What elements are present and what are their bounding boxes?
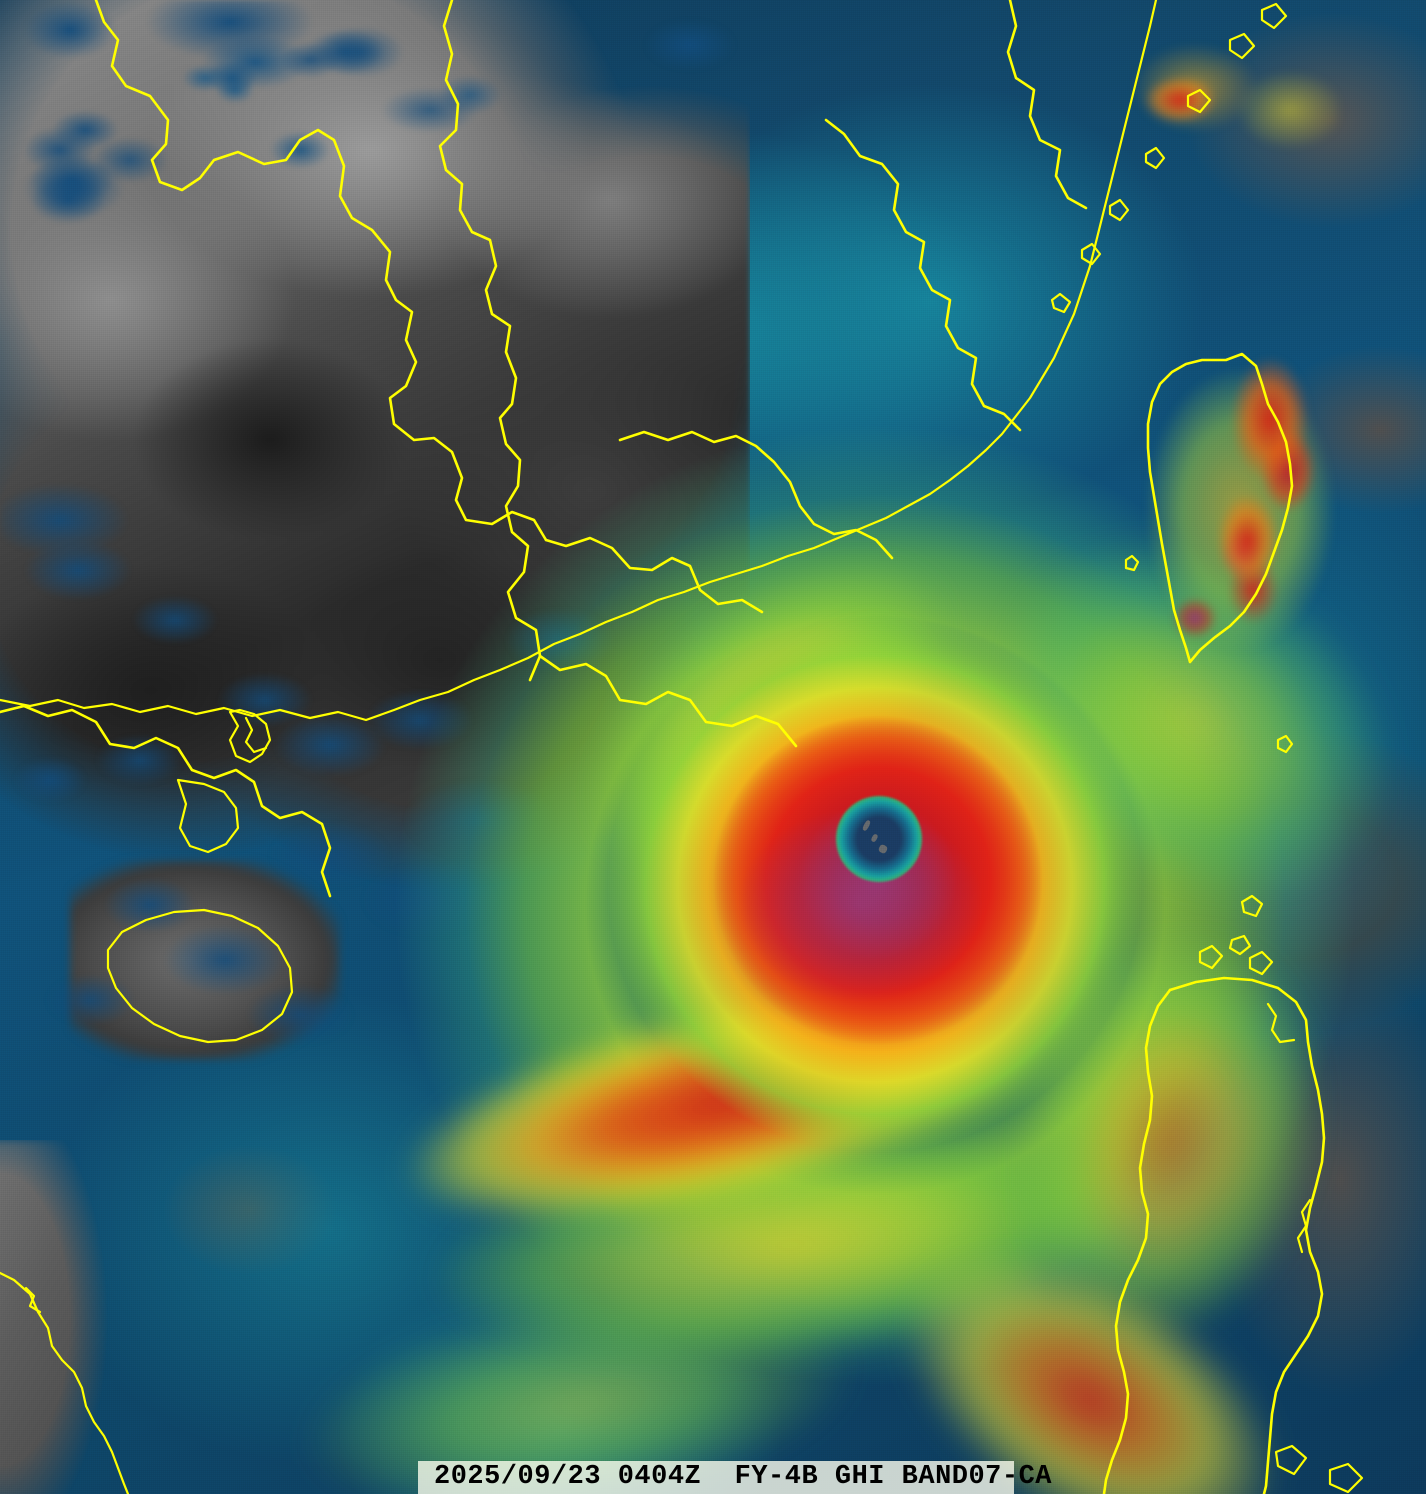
boundary-guangxi-west xyxy=(0,704,332,898)
boundary-fujian-inland xyxy=(824,118,1022,432)
coastline-guangdong xyxy=(0,0,1158,722)
coastline-batanes-islands xyxy=(1248,950,1274,976)
coastline-vietnam-detail xyxy=(24,1286,42,1314)
coastline-taiwan-island xyxy=(1146,352,1294,664)
coastline-leizhou-peninsula xyxy=(176,778,240,854)
coastline-taiwan-islet-1 xyxy=(1276,734,1294,754)
coastline-luzon-west xyxy=(1102,988,1172,1494)
coastline-taiwan-islet-2 xyxy=(1240,894,1264,918)
coastline-philippine-islet-2 xyxy=(1328,1462,1364,1494)
boundary-province-hunan-jiangxi xyxy=(438,0,542,682)
convection-over-taiwan xyxy=(1120,340,1370,670)
image-caption-bar: 2025/09/23 0404Z FY-4B GHI BAND07-CA xyxy=(418,1461,1052,1494)
caption-text: 2025/09/23 0404Z FY-4B GHI BAND07-CA xyxy=(434,1462,1052,1492)
coastline-vietnam xyxy=(0,1271,130,1494)
boundary-province-north xyxy=(94,0,548,542)
coastline-taiwan-islet-3 xyxy=(1228,934,1252,956)
coastline-fujian-islands-6 xyxy=(1228,32,1256,60)
storm-eye xyxy=(836,796,922,882)
coastline-fujian-islands-4 xyxy=(1144,146,1166,170)
coastline-fujian-islands-7 xyxy=(1260,2,1288,30)
coastline-hainan-island xyxy=(106,908,294,1044)
coastline-pearl-river-inlet xyxy=(244,716,268,754)
coastline-fujian-islands-2 xyxy=(1080,242,1102,266)
boundary-jiangxi-fujian xyxy=(618,430,894,560)
coastline-philippine-islet-1 xyxy=(1274,1444,1308,1476)
coastline-fujian-islands-3 xyxy=(1108,198,1130,222)
coastline-luzon-inlet xyxy=(1296,1198,1312,1254)
boundary-fujian-zhejiang xyxy=(1006,0,1088,210)
coastline-fujian-islands-5 xyxy=(1186,88,1212,114)
boundary-province-guangdong-north xyxy=(538,654,798,748)
coastline-babuyan-islands xyxy=(1198,944,1224,970)
coastline-pearl-river-delta xyxy=(228,708,272,764)
coastline-luzon-island xyxy=(1168,976,1326,1494)
coastline-luzon-bay xyxy=(1266,1002,1296,1044)
boundary-inner-1 xyxy=(544,536,764,614)
coastline-fujian-islands xyxy=(1050,292,1072,314)
coastline-penghu-islands xyxy=(1124,554,1140,572)
